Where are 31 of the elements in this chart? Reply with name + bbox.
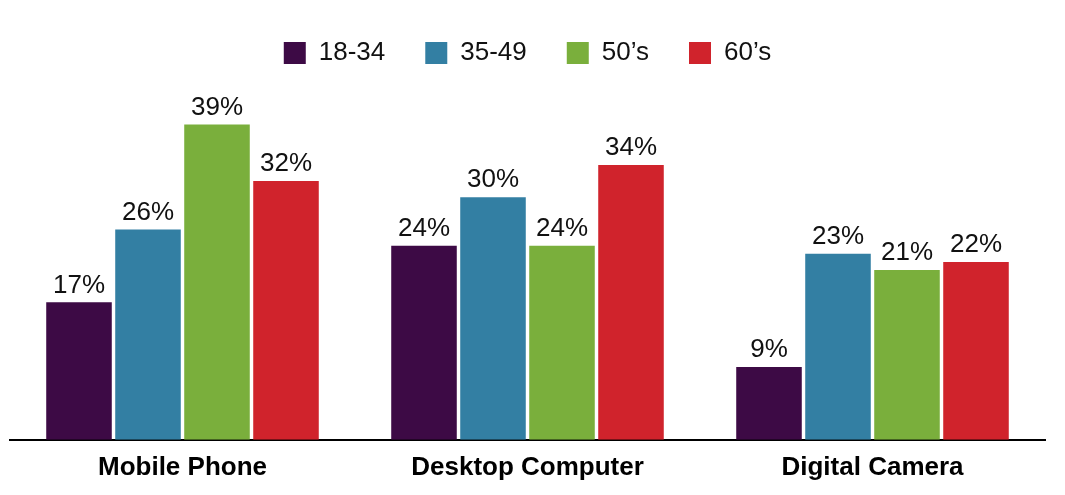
legend-label: 50’s [601,36,650,67]
bar [460,197,526,440]
data-label: 17% [52,268,106,299]
bar [529,245,595,440]
bar [391,245,457,440]
legend-label: 60’s [724,36,772,67]
data-label: 30% [466,163,520,194]
x-tick-label: Digital Camera [781,450,965,481]
bar [184,124,250,440]
bar [253,181,319,440]
bar [874,270,940,440]
bar [736,367,802,440]
data-label: 34% [604,131,658,162]
data-label: 39% [190,90,244,121]
bar [943,261,1009,440]
bar [46,302,112,440]
legend-label: 35-49 [460,36,527,67]
data-label: 24% [397,211,451,242]
x-tick-label: Desktop Computer [411,450,644,481]
data-label: 23% [811,220,865,251]
data-label: 32% [259,147,313,178]
bar [805,253,871,440]
bar [115,229,181,440]
data-label: 21% [880,236,934,267]
data-label: 24% [535,211,589,242]
x-tick-label: Mobile Phone [98,450,267,481]
legend-label: 18-34 [318,36,386,67]
bar [598,164,664,440]
data-label: 26% [121,195,175,226]
data-label: 22% [949,228,1003,259]
data-label: 9% [750,333,788,364]
